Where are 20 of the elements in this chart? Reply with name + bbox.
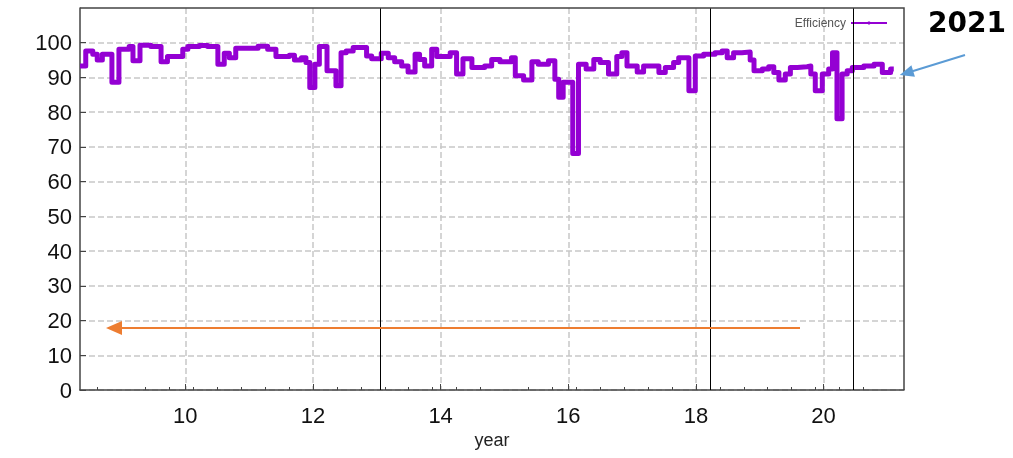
x-tick-label: 18 [683,402,709,428]
y-tick-label: 100 [35,30,72,56]
y-tick-label: 50 [47,203,72,229]
x-tick-label: 16 [556,402,581,428]
y-tick-label: 80 [47,99,72,125]
y-tick-label: 20 [47,308,72,334]
legend-label: Efficiency [794,16,846,30]
y-tick-label: 60 [47,169,72,195]
y-tick-label: 10 [47,342,72,368]
annotation: 2021 [928,6,1006,39]
x-tick-label: 14 [428,402,453,428]
x-tick-label: 12 [300,402,326,428]
x-axis-title: year [474,429,510,450]
y-tick-label: 0 [59,377,72,403]
y-tick-label: 30 [47,273,72,299]
x-tick-label: 10 [173,402,198,428]
y-tick-label: 90 [47,64,72,90]
y-tick-label: 40 [47,238,72,264]
y-tick-label: 70 [47,134,72,160]
x-tick-label: 20 [811,402,836,428]
